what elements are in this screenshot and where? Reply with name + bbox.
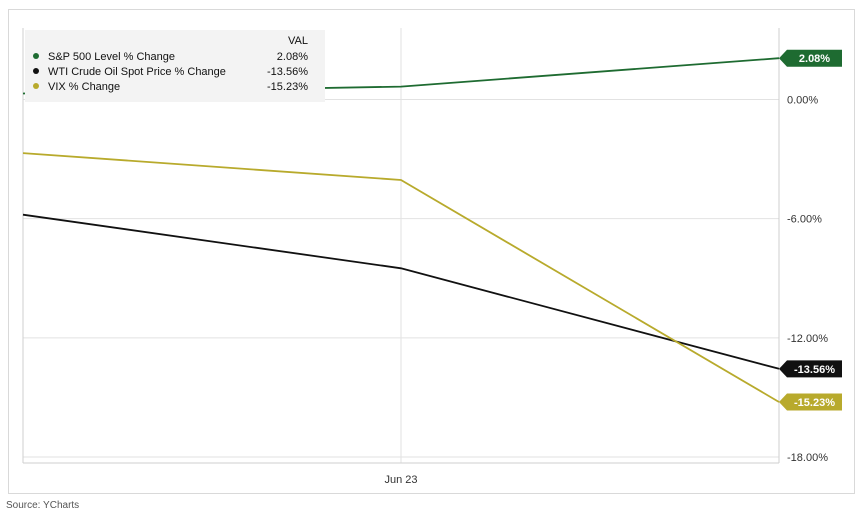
y-tick-label: -6.00% — [787, 214, 822, 226]
legend-marker — [33, 53, 39, 59]
legend-series-value: -15.23% — [267, 81, 308, 93]
y-tick-label: -18.00% — [787, 452, 828, 464]
legend-header: VAL — [288, 35, 308, 47]
y-tick-label: 0.00% — [787, 95, 818, 107]
legend-series-name: S&P 500 Level % Change — [48, 51, 175, 63]
legend-series-name: VIX % Change — [48, 81, 120, 93]
value-badge — [779, 393, 842, 411]
value-badge — [779, 49, 842, 67]
source-note: Source: YCharts — [6, 500, 80, 511]
value-badge-label: -13.56% — [794, 364, 835, 376]
legend-marker — [33, 83, 39, 89]
value-badge — [779, 360, 842, 378]
legend-series-value: -13.56% — [267, 66, 308, 78]
y-tick-label: -12.00% — [787, 333, 828, 345]
series-line-1 — [22, 213, 780, 370]
legend-box — [25, 30, 325, 102]
value-badge-label: 2.08% — [799, 53, 830, 65]
legend-marker — [33, 68, 39, 74]
series-line-2 — [22, 152, 780, 403]
legend-series-name: WTI Crude Oil Spot Price % Change — [48, 66, 226, 78]
x-tick-label: Jun 23 — [384, 474, 417, 486]
legend-series-value: 2.08% — [277, 51, 308, 63]
value-badge-label: -15.23% — [794, 397, 835, 409]
